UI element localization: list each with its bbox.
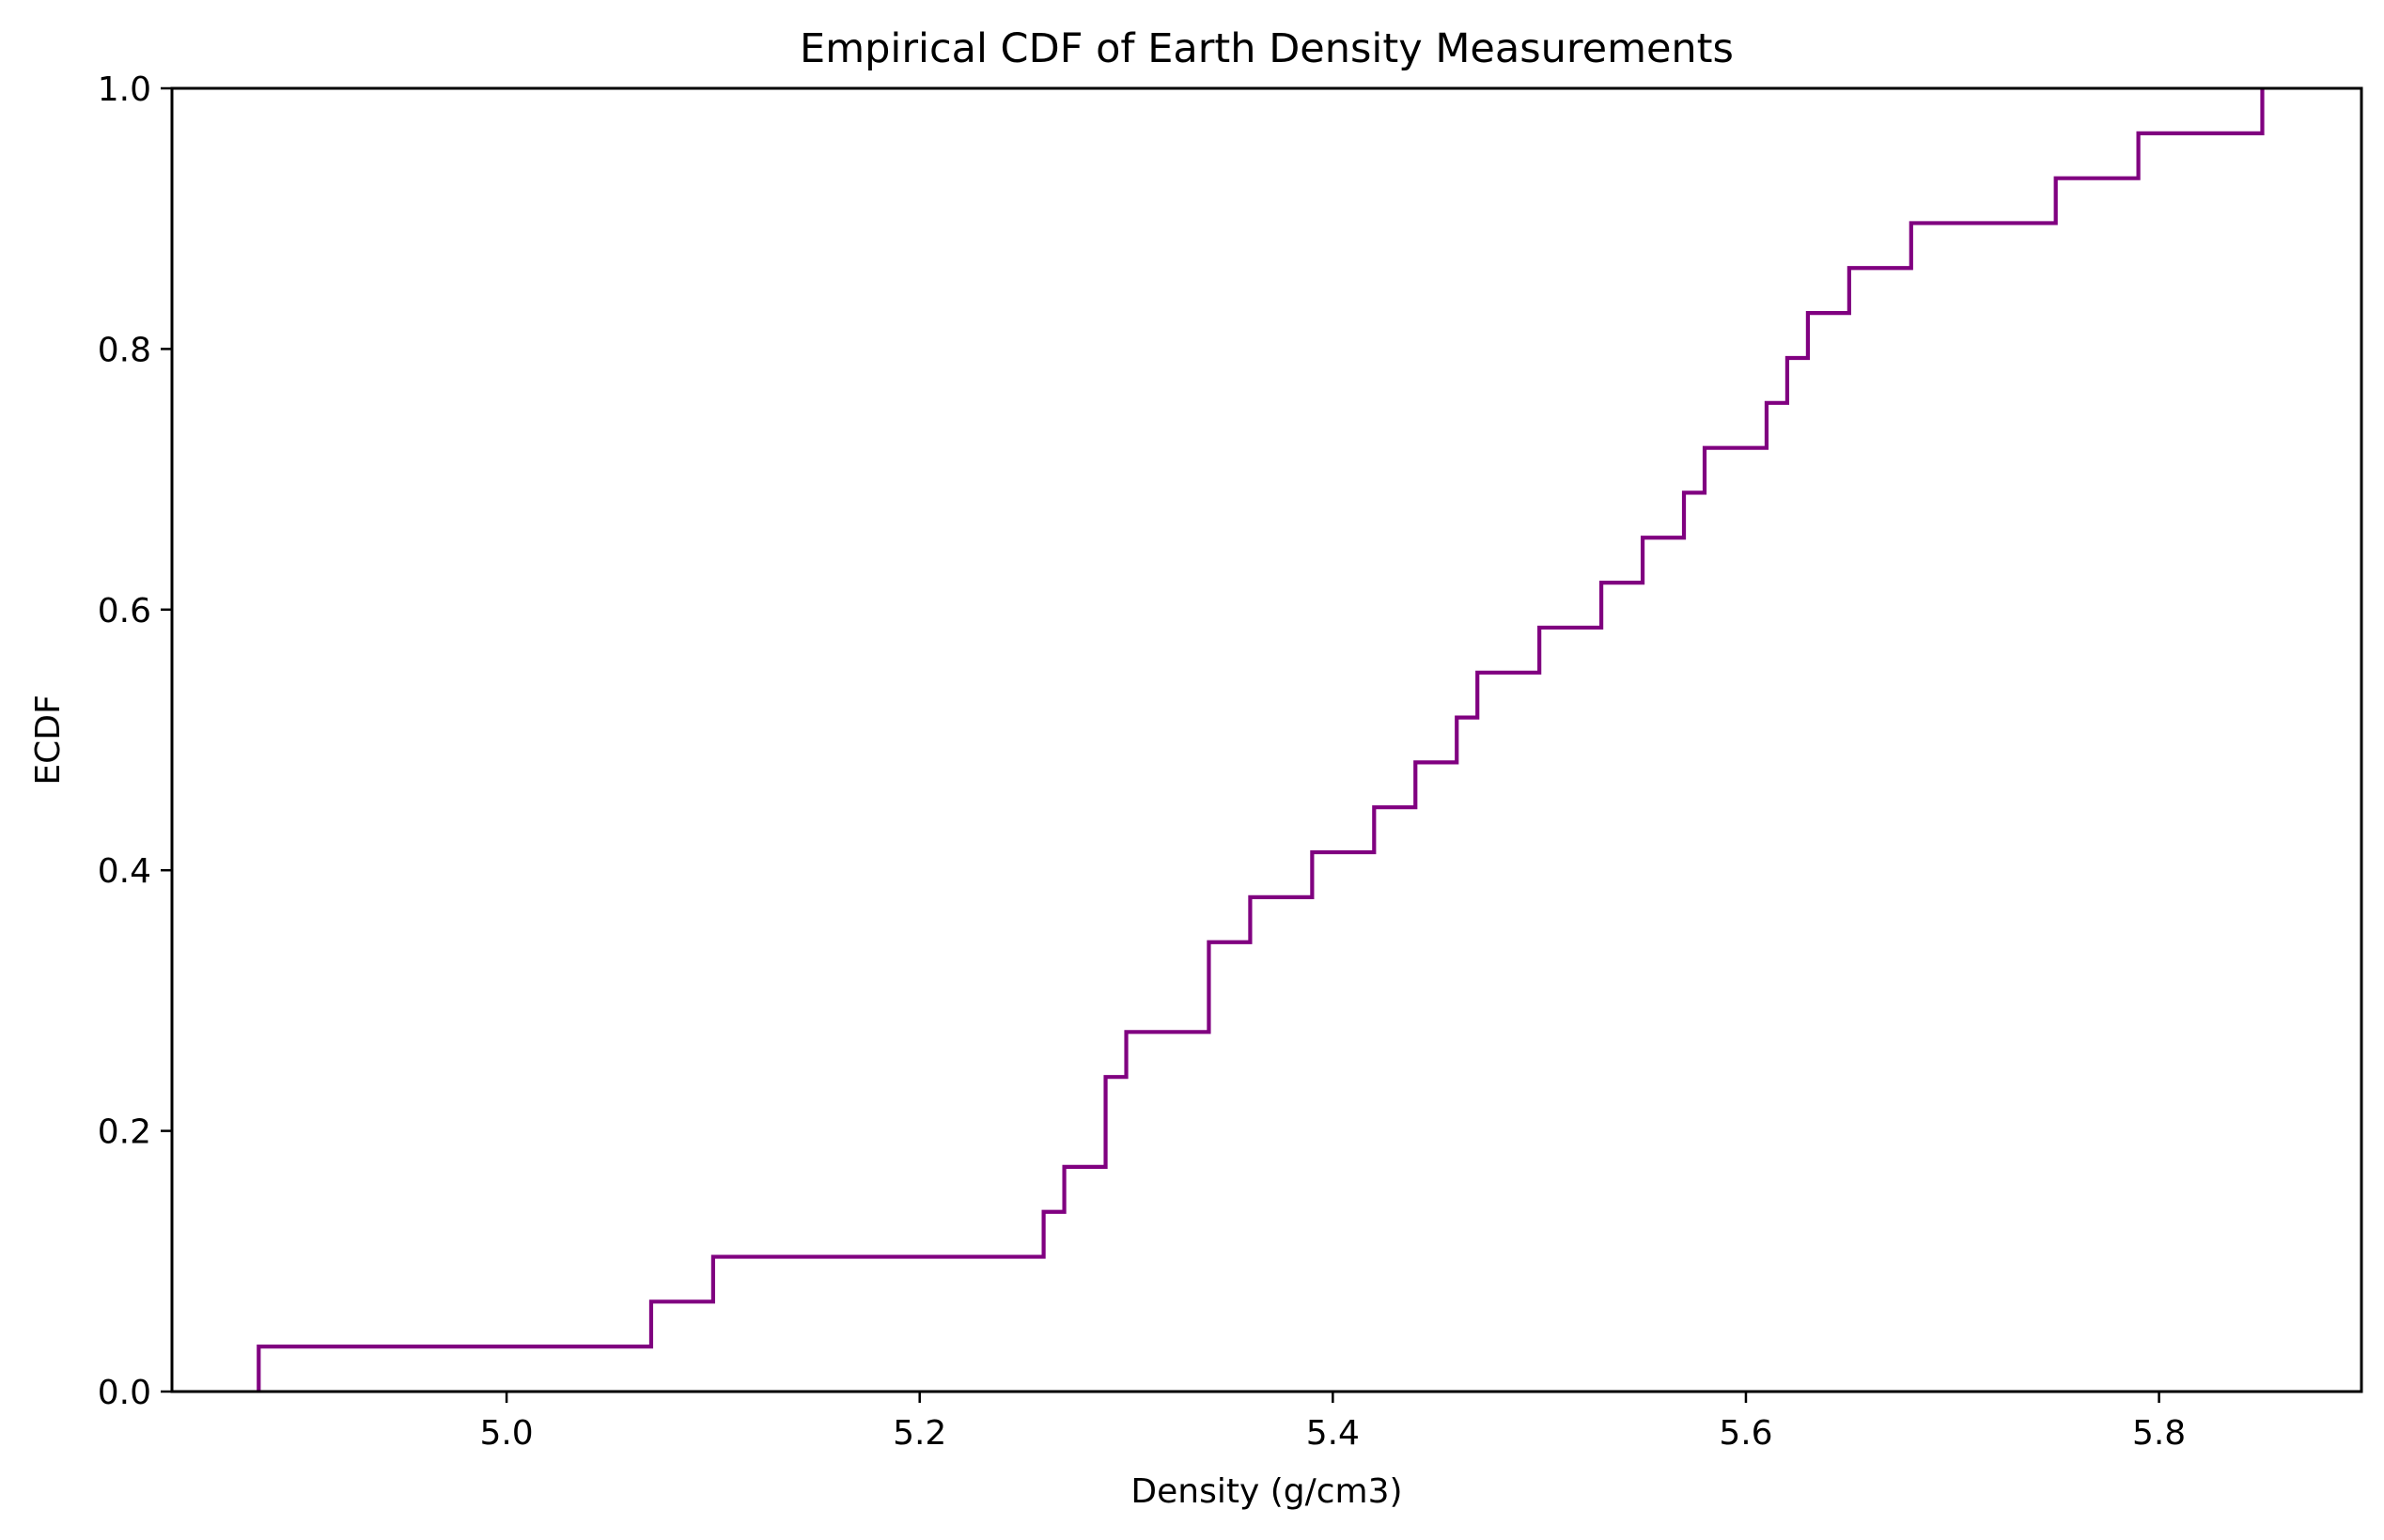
y-tick-label: 1.0 [98, 70, 151, 109]
y-axis: 0.0 0.2 0.4 0.6 0.8 1.0 [98, 70, 172, 1412]
x-axis-label: Density (g/cm3) [1130, 1472, 1402, 1511]
y-tick-label: 0.6 [98, 592, 151, 630]
chart-title: Empirical CDF of Earth Density Measureme… [800, 25, 1734, 72]
y-tick-label: 0.4 [98, 852, 151, 891]
ecdf-step-line [257, 88, 2265, 1392]
y-tick-label: 0.2 [98, 1113, 151, 1152]
x-tick-label: 5.2 [893, 1414, 946, 1453]
y-axis-label: ECDF [29, 694, 68, 785]
x-tick-label: 5.0 [479, 1414, 533, 1453]
y-tick-label: 0.0 [98, 1374, 151, 1412]
x-axis: 5.0 5.2 5.4 5.6 5.8 [479, 1392, 2186, 1453]
plot-area [257, 88, 2265, 1392]
x-tick-label: 5.8 [2132, 1414, 2186, 1453]
x-tick-label: 5.4 [1306, 1414, 1360, 1453]
y-tick-label: 0.8 [98, 331, 151, 369]
x-tick-label: 5.6 [1719, 1414, 1772, 1453]
axes-frame [170, 86, 2363, 1393]
